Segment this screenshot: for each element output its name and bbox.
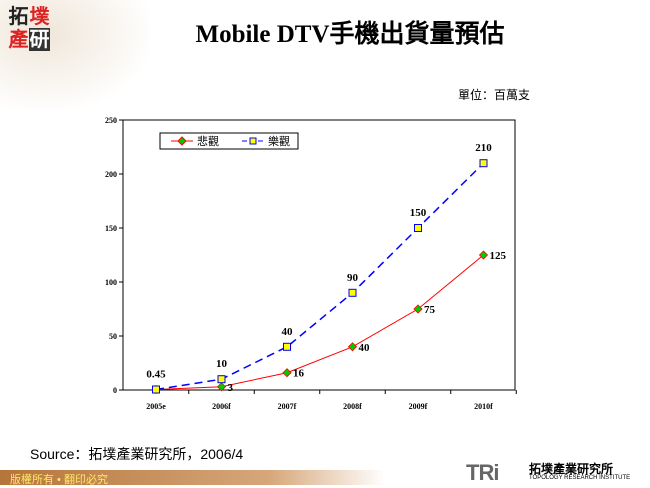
y-tick-label: 250 bbox=[105, 116, 117, 125]
data-point bbox=[152, 385, 160, 394]
data-label: 75 bbox=[424, 304, 436, 316]
data-point bbox=[348, 288, 357, 297]
legend bbox=[159, 132, 299, 150]
y-tick-label: 150 bbox=[105, 224, 117, 233]
logo-char: 拓 bbox=[8, 4, 29, 28]
brand: TRi bbox=[466, 460, 499, 485]
series-line-悲觀 bbox=[155, 254, 484, 391]
y-tick-label: 50 bbox=[109, 332, 117, 341]
page-title: Mobile DTV手機出貨量預估 bbox=[195, 21, 505, 48]
data-point bbox=[413, 304, 423, 314]
y-tick-label: 200 bbox=[105, 170, 117, 179]
legend-marker bbox=[177, 136, 187, 146]
legend-label: 悲觀 bbox=[197, 134, 219, 148]
legend-label: 樂觀 bbox=[268, 134, 290, 148]
data-label: 150 bbox=[410, 207, 427, 219]
data-label: 40 bbox=[282, 326, 294, 338]
data-point bbox=[282, 368, 292, 378]
y-tick-label: 100 bbox=[105, 278, 117, 287]
data-label: 90 bbox=[347, 272, 359, 284]
data-point bbox=[216, 382, 227, 392]
data-label: 3 bbox=[228, 382, 234, 394]
series-line-樂觀 bbox=[155, 162, 485, 391]
brand-en: TOPOLOGY RESEARCH INSTITUTE bbox=[529, 475, 631, 481]
data-point bbox=[479, 159, 488, 168]
logo-char: 產 bbox=[8, 27, 29, 51]
data-label: 16 bbox=[293, 368, 305, 380]
x-tick-label: 2007f bbox=[278, 402, 297, 411]
logo-char: 墣 bbox=[29, 4, 50, 28]
brand-cn: 拓墣產業研究所 bbox=[529, 462, 614, 476]
background-map bbox=[0, 0, 150, 110]
x-tick-label: 2008f bbox=[343, 402, 362, 411]
x-tick-label: 2006f bbox=[212, 402, 231, 411]
x-tick-label: 2005e bbox=[146, 402, 166, 411]
logo: 拓墣產研 bbox=[8, 5, 50, 51]
data-point bbox=[217, 375, 226, 384]
data-point bbox=[478, 250, 489, 260]
plot-area bbox=[122, 119, 516, 391]
data-label: 10 bbox=[216, 358, 228, 370]
data-label: 210 bbox=[475, 142, 492, 154]
copyright: 版權所有 • 翻印必究 bbox=[10, 474, 108, 486]
data-label: 125 bbox=[490, 250, 507, 262]
source-note: Source：拓墣產業研究所，2006/4 bbox=[30, 446, 244, 462]
y-tick-label: 0 bbox=[113, 386, 117, 395]
data-point bbox=[414, 224, 422, 232]
data-label: 0.45 bbox=[146, 369, 166, 381]
data-point bbox=[347, 342, 358, 352]
x-tick-label: 2010f bbox=[474, 402, 493, 411]
data-label: 40 bbox=[359, 342, 371, 354]
footer-bar: 版權所有 • 翻印必究 bbox=[0, 470, 385, 486]
unit-label: 單位：百萬支 bbox=[458, 88, 531, 102]
tri-logo: TRi 拓墣產業研究所 TOPOLOGY RESEARCH INSTITUTE bbox=[466, 460, 630, 486]
logo-char: 研 bbox=[29, 27, 50, 51]
legend-marker bbox=[249, 137, 257, 145]
data-point bbox=[283, 342, 291, 351]
x-tick-label: 2009f bbox=[409, 402, 428, 411]
